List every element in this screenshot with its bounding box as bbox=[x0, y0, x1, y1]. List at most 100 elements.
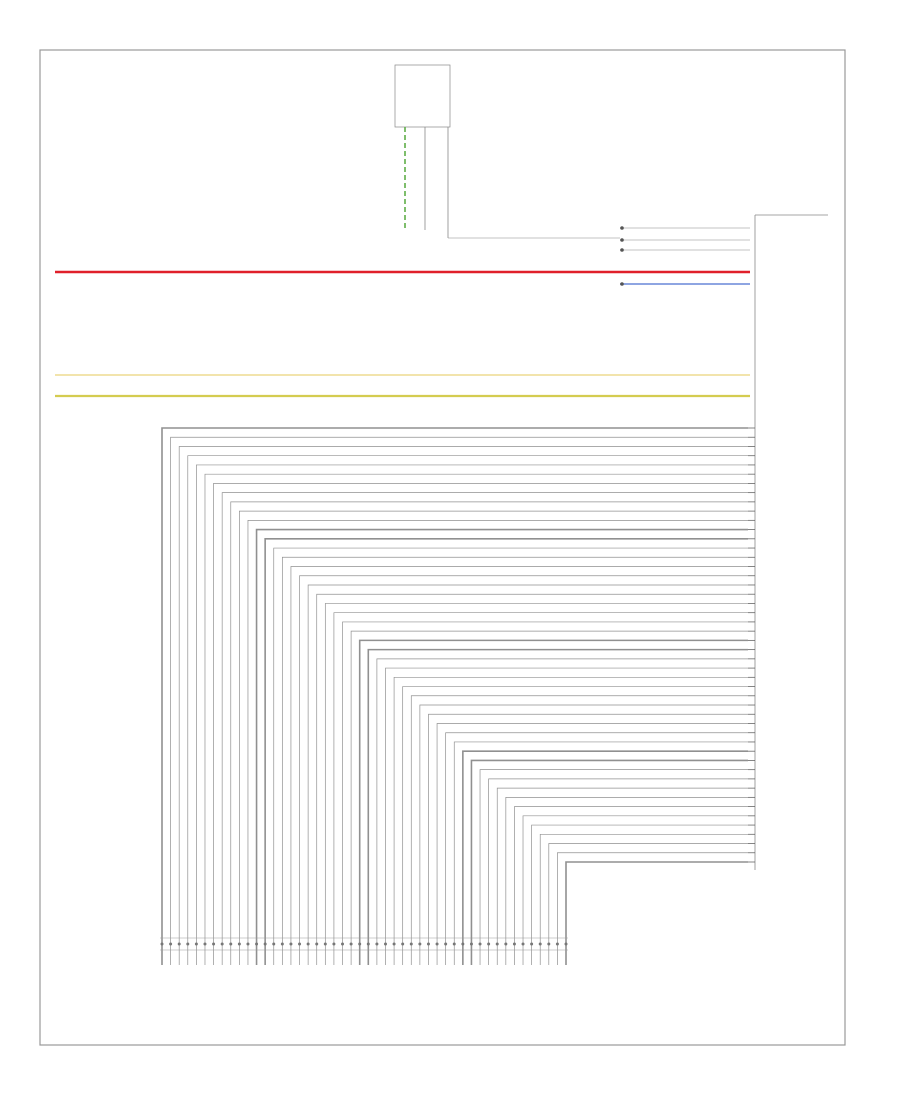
bus-wire-terminal bbox=[401, 942, 405, 946]
bus-wire-terminal bbox=[375, 942, 379, 946]
bus-wire-terminal bbox=[469, 942, 473, 946]
bus-wire bbox=[170, 436, 748, 965]
bus-wire-terminal bbox=[564, 942, 568, 946]
bus-wire-terminal bbox=[538, 942, 542, 946]
bus-wire bbox=[230, 501, 748, 965]
bus-wire-terminal bbox=[280, 942, 284, 946]
bus-wire-terminal bbox=[272, 942, 276, 946]
bus-wire-terminal bbox=[298, 942, 302, 946]
bus-wire bbox=[514, 806, 748, 965]
bus-wire bbox=[273, 547, 748, 965]
bus-wire-terminal bbox=[487, 942, 491, 946]
bus-wire-terminal bbox=[461, 942, 465, 946]
bus-wire bbox=[333, 612, 748, 965]
bus-wire bbox=[419, 704, 748, 965]
power-wires bbox=[55, 270, 750, 398]
bus-wire-terminal bbox=[246, 942, 250, 946]
bus-wire bbox=[290, 566, 748, 965]
bus-wire-terminal bbox=[392, 942, 396, 946]
bus-wire bbox=[187, 455, 748, 965]
bus-wire-terminal bbox=[530, 942, 534, 946]
bus-wire-terminal bbox=[237, 942, 241, 946]
bus-wire bbox=[539, 833, 748, 965]
bus-wire-terminal bbox=[504, 942, 508, 946]
bus-wire-terminal bbox=[547, 942, 551, 946]
bus-wire bbox=[316, 593, 748, 965]
bus-wire-terminal bbox=[366, 942, 370, 946]
bus-wire-terminal bbox=[512, 942, 516, 946]
bus-wire-terminal bbox=[452, 942, 456, 946]
bus-wire-terminal bbox=[495, 942, 499, 946]
bus-wire bbox=[196, 464, 748, 965]
top-connector bbox=[394, 64, 451, 128]
module-box bbox=[754, 214, 828, 870]
bus-wire-terminal bbox=[169, 942, 173, 946]
bus-wire bbox=[428, 713, 748, 965]
bus-wire bbox=[255, 528, 748, 965]
bus-wire bbox=[307, 584, 748, 965]
bus-wire bbox=[221, 492, 748, 965]
bottom-connector bbox=[160, 937, 568, 951]
bus-wire bbox=[239, 510, 748, 965]
bus-wire bbox=[204, 473, 748, 965]
bus-wire bbox=[565, 861, 748, 965]
bus-wire bbox=[299, 575, 748, 965]
bus-wire bbox=[393, 676, 748, 965]
bus-wire-terminal bbox=[555, 942, 559, 946]
bus-wire bbox=[342, 621, 748, 965]
bus-wire bbox=[367, 648, 748, 965]
bus-wire bbox=[496, 787, 748, 965]
bus-wire bbox=[358, 639, 748, 965]
bus-wire bbox=[385, 667, 748, 965]
bus-wire bbox=[531, 824, 748, 965]
bus-wires bbox=[160, 427, 755, 965]
bus-wire bbox=[350, 630, 748, 965]
bus-wire-terminal bbox=[194, 942, 198, 946]
bus-wire-terminal bbox=[418, 942, 422, 946]
bus-wire bbox=[453, 741, 748, 965]
diagram-frame bbox=[39, 49, 846, 1046]
bus-wire bbox=[548, 843, 748, 965]
bus-wire-terminal bbox=[383, 942, 387, 946]
bus-wire bbox=[213, 483, 748, 965]
bus-wire bbox=[410, 695, 748, 965]
bus-wire bbox=[402, 686, 748, 965]
bus-wire-terminal bbox=[263, 942, 267, 946]
bus-wire-terminal bbox=[315, 942, 319, 946]
top-connector-wires bbox=[404, 127, 620, 239]
bus-wire bbox=[376, 658, 748, 965]
bus-wire-terminal bbox=[409, 942, 413, 946]
bus-wire-terminal bbox=[186, 942, 190, 946]
bus-wire bbox=[522, 815, 748, 965]
bus-wire bbox=[445, 732, 748, 965]
bus-wire-terminal bbox=[349, 942, 353, 946]
bus-wire-terminal bbox=[160, 942, 164, 946]
bus-wire bbox=[470, 759, 748, 965]
bus-wire bbox=[462, 750, 748, 965]
bus-wire bbox=[488, 778, 748, 965]
bus-wire-terminal bbox=[255, 942, 259, 946]
bus-wire bbox=[479, 769, 748, 965]
bus-wire bbox=[247, 519, 748, 965]
bus-wire-terminal bbox=[203, 942, 207, 946]
bus-wire bbox=[178, 446, 748, 965]
bus-wire-terminal bbox=[521, 942, 525, 946]
bus-wire-terminal bbox=[478, 942, 482, 946]
bus-wire bbox=[281, 556, 748, 965]
bus-wire-terminal bbox=[332, 942, 336, 946]
bus-wire-terminal bbox=[358, 942, 362, 946]
bus-wire-terminal bbox=[220, 942, 224, 946]
bus-wire bbox=[264, 538, 748, 965]
bus-wire-terminal bbox=[212, 942, 216, 946]
bus-wire-terminal bbox=[444, 942, 448, 946]
bus-wire bbox=[557, 852, 748, 965]
bus-wire-terminal bbox=[426, 942, 430, 946]
bus-wire-terminal bbox=[306, 942, 310, 946]
bus-wire-terminal bbox=[177, 942, 181, 946]
bus-wire bbox=[324, 603, 748, 965]
bus-wire bbox=[161, 427, 748, 965]
bus-wire-terminal bbox=[341, 942, 345, 946]
bus-wire-terminal bbox=[289, 942, 293, 946]
bus-wire-terminal bbox=[229, 942, 233, 946]
